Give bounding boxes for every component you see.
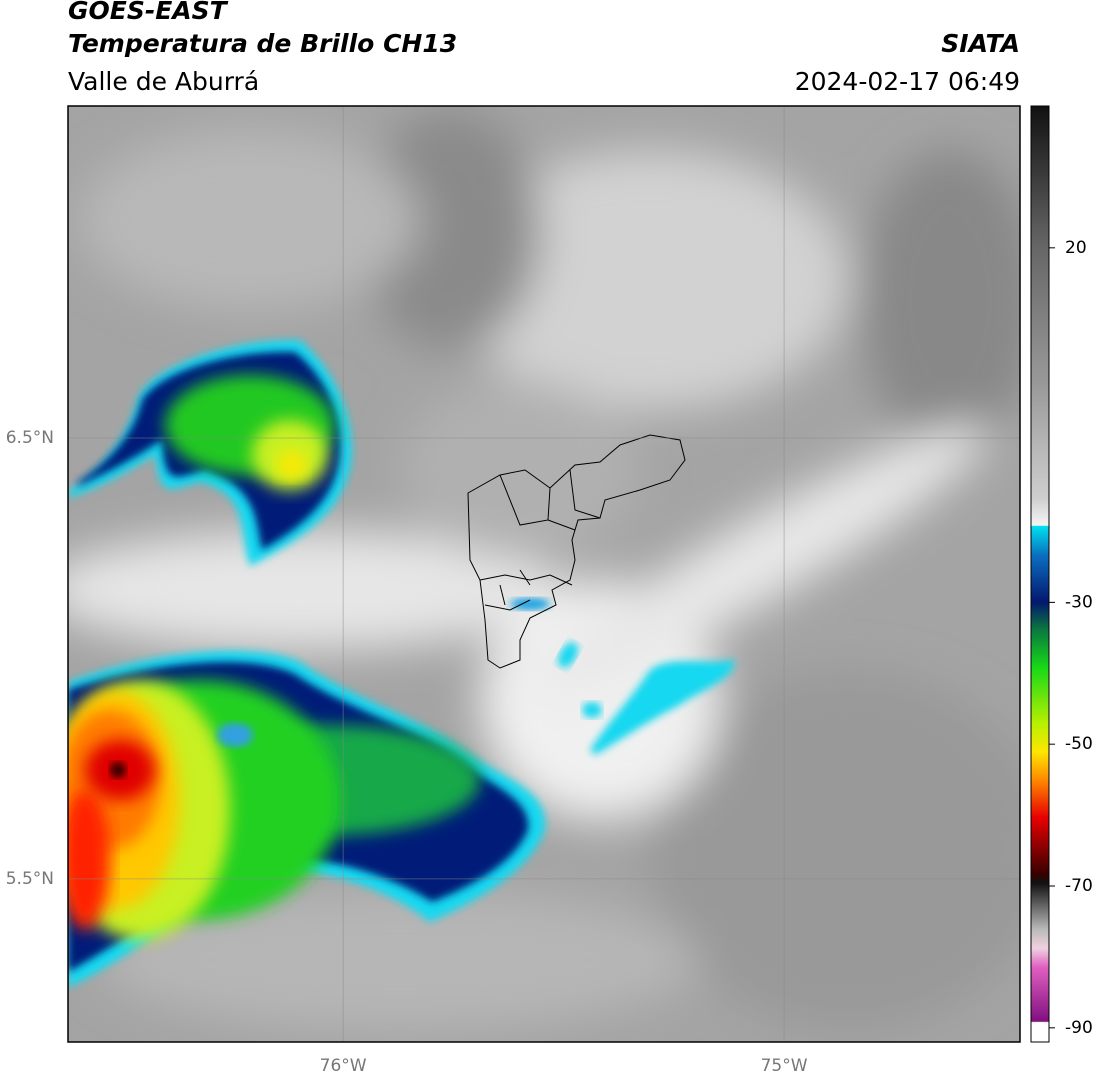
colorbar (1030, 105, 1050, 1043)
map-frame (67, 105, 1021, 1043)
y-tick-label: 6.5°N (6, 428, 54, 448)
region-label: Valle de Aburrá (68, 67, 259, 96)
satellite-image (68, 106, 1020, 1042)
colorbar-tick-label: -70 (1065, 876, 1093, 896)
y-tick-label: 5.5°N (6, 869, 54, 889)
product-title: Temperatura de Brillo CH13 (68, 29, 457, 58)
colorbar-tick-label: 20 (1065, 238, 1087, 258)
datetime-label: 2024-02-17 06:49 (795, 67, 1020, 96)
x-tick-label: 76°W (320, 1056, 367, 1076)
colorbar-tick-label: -50 (1065, 734, 1093, 754)
satellite-title: GOES-EAST (68, 0, 229, 25)
source-label: SIATA (941, 29, 1020, 58)
x-tick-label: 75°W (761, 1056, 808, 1076)
colorbar-tick-label: -30 (1065, 592, 1093, 612)
colorbar-tick-label: -90 (1065, 1018, 1093, 1038)
